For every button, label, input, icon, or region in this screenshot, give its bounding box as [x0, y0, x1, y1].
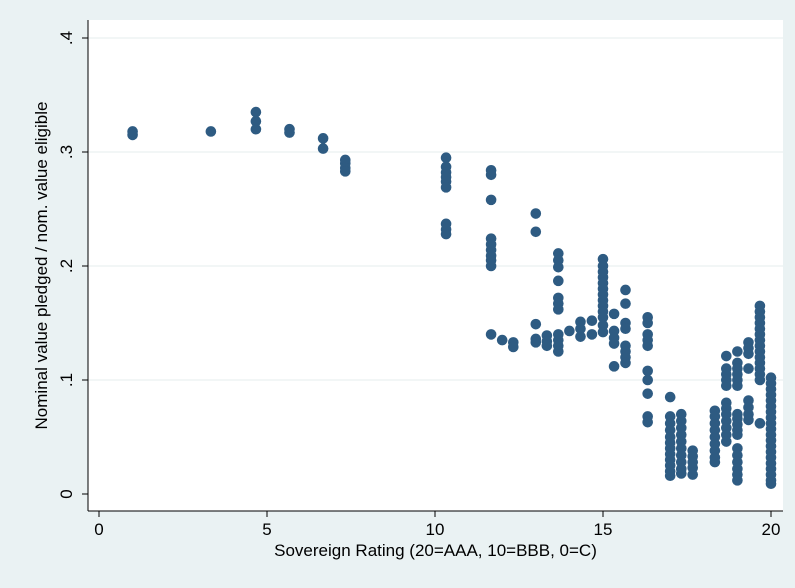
x-tick-label: 10: [426, 520, 445, 539]
gridlines: [88, 37, 783, 381]
scatter-point: [250, 106, 262, 118]
y-tick-label: .2: [57, 259, 76, 273]
scatter-point: [675, 468, 687, 479]
scatter-point: [721, 436, 732, 447]
y-axis-label: Nominal value pledged / nom. value eligi…: [32, 102, 51, 430]
scatter-point: [586, 329, 598, 340]
scatter-point: [620, 357, 631, 369]
scatter-point: [530, 226, 542, 238]
scatter-point: [586, 315, 598, 327]
scatter-point: [575, 331, 586, 342]
scatter-point: [608, 361, 620, 372]
scatter-point: [642, 388, 653, 399]
scatter-point: [553, 275, 564, 287]
scatter-point: [620, 323, 631, 335]
scatter-point: [339, 166, 351, 177]
scatter-point: [530, 208, 542, 219]
scatter-point: [485, 169, 497, 181]
y-tick-label: .3: [57, 145, 76, 159]
scatter-point: [732, 346, 743, 357]
scatter-point: [754, 374, 766, 386]
scatter-point: [765, 478, 777, 490]
scatter-point: [620, 298, 631, 309]
scatter-point: [732, 429, 743, 441]
scatter-point: [440, 182, 452, 193]
scatter-point: [284, 127, 295, 138]
scatter-point: [205, 126, 217, 137]
x-axis-label: Sovereign Rating (20=AAA, 10=BBB, 0=C): [274, 541, 597, 560]
scatter-point: [732, 475, 743, 486]
scatter-point: [485, 260, 497, 272]
scatter-point: [553, 304, 564, 315]
scatter-point: [440, 228, 452, 240]
scatter-point: [127, 129, 138, 141]
scatter-point: [687, 469, 699, 480]
scatter-point: [732, 380, 743, 392]
scatter-point: [250, 123, 262, 135]
x-tick-label: 20: [762, 520, 781, 539]
scatter-point: [507, 341, 519, 353]
scatter-point: [608, 338, 620, 349]
scatter-point: [642, 374, 653, 386]
scatter-point: [608, 308, 620, 320]
scatter-point: [743, 348, 754, 360]
data-points: [127, 106, 777, 490]
scatter-point: [721, 380, 732, 392]
scatter-point: [485, 329, 497, 340]
scatter-point: [642, 340, 653, 352]
scatter-point: [575, 323, 586, 335]
scatter-point: [541, 340, 553, 352]
scatter-point: [597, 326, 609, 338]
scatter-point: [317, 133, 329, 144]
scatter-point: [664, 391, 676, 403]
scatter-point: [440, 152, 452, 163]
scatter-point: [664, 470, 676, 482]
scatter-point: [250, 115, 262, 127]
y-tick-label: .1: [57, 373, 76, 387]
scatter-point: [754, 418, 766, 429]
scatter-point: [743, 414, 754, 426]
scatter-point: [642, 416, 653, 428]
scatter-point: [564, 325, 575, 337]
x-tick-label: 0: [94, 520, 103, 539]
scatter-point: [553, 261, 564, 273]
scatter-point: [530, 318, 542, 330]
scatter-point: [317, 143, 329, 154]
y-tick-label: .4: [57, 31, 76, 45]
scatter-point: [721, 350, 732, 362]
scatter-point: [642, 365, 653, 377]
x-tick-label: 5: [262, 520, 271, 539]
axes: 0 .1 .2 .3 .4 0 5 10 15 20: [57, 20, 783, 539]
scatter-point: [709, 456, 721, 468]
scatter-point: [642, 317, 653, 329]
scatter-point: [530, 337, 542, 348]
y-tick-label: 0: [57, 489, 76, 498]
scatter-point: [485, 194, 497, 206]
scatter-point: [743, 363, 754, 374]
scatter-point: [620, 284, 631, 296]
scatter-point: [553, 346, 564, 357]
scatter-point: [496, 334, 508, 346]
x-tick-label: 15: [594, 520, 613, 539]
scatter-point: [597, 312, 609, 323]
